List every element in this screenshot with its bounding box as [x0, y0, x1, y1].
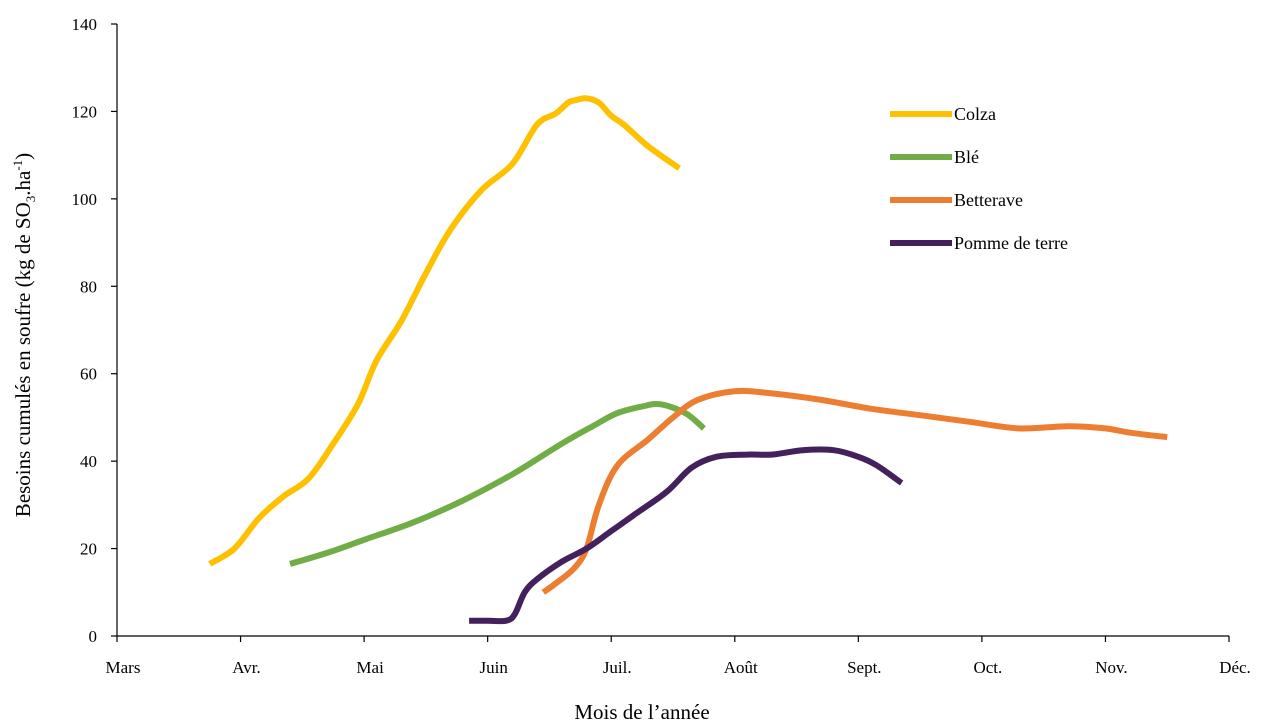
y-tick-label: 0 — [89, 627, 98, 646]
x-tick-label: Nov. — [1095, 658, 1127, 677]
x-tick-label: Déc. — [1219, 658, 1251, 677]
y-axis-title: Besoins cumulés en soufre (kg de SO3.ha-… — [10, 153, 38, 517]
x-tick-label: Mars — [106, 658, 141, 677]
y-tick-label: 120 — [72, 102, 98, 121]
x-tick-label: Juil. — [603, 658, 632, 677]
legend-label-colza: Colza — [954, 104, 996, 124]
series-line-pomme-de-terre — [469, 446, 904, 625]
x-tick-label: Juin — [479, 658, 508, 677]
x-axis-ticks: Mars Avr. Mai Juin Juil. Août Sept. Oct. Nov. Déc… — [106, 636, 1251, 677]
y-axis-title-unit: .ha — [11, 170, 35, 196]
y-axis-title-subscript: 3 — [23, 196, 38, 203]
y-axis-title-main: Besoins cumulés en soufre (kg de SO — [11, 202, 35, 517]
series-line-ble — [289, 400, 706, 567]
y-axis-title-close: ) — [11, 153, 35, 160]
x-tick-label: Avr. — [232, 658, 261, 677]
y-tick-label: 140 — [72, 15, 98, 34]
y-tick-label: 60 — [80, 365, 97, 384]
y-tick-label: 20 — [80, 540, 97, 559]
x-tick-label: Mai — [356, 658, 384, 677]
y-axis-ticks: 0 20 40 60 80 100 120 140 — [72, 15, 117, 646]
legend-label-pomme-de-terre: Pomme de terre — [954, 233, 1068, 253]
x-tick-label: Oct. — [973, 658, 1002, 677]
legend-label-betterave: Betterave — [954, 190, 1023, 210]
x-axis-title: Mois de l’année — [574, 700, 709, 724]
y-axis-title-superscript: -1 — [10, 160, 25, 171]
x-tick-label: Août — [724, 658, 758, 677]
series-layer — [208, 95, 1168, 625]
y-tick-label: 100 — [72, 190, 98, 209]
y-tick-label: 40 — [80, 452, 97, 471]
series-line-betterave — [541, 387, 1168, 595]
y-tick-label: 80 — [80, 277, 97, 296]
legend-label-ble: Blé — [954, 147, 979, 167]
x-tick-label: Sept. — [847, 658, 881, 677]
series-line-colza — [208, 95, 681, 567]
plot-area: 0 20 40 60 80 100 120 140 Mars Avr. Mai Juin Juil. A… — [72, 15, 1251, 677]
legend: Colza Blé Betterave Pomme de terre — [890, 104, 1068, 253]
